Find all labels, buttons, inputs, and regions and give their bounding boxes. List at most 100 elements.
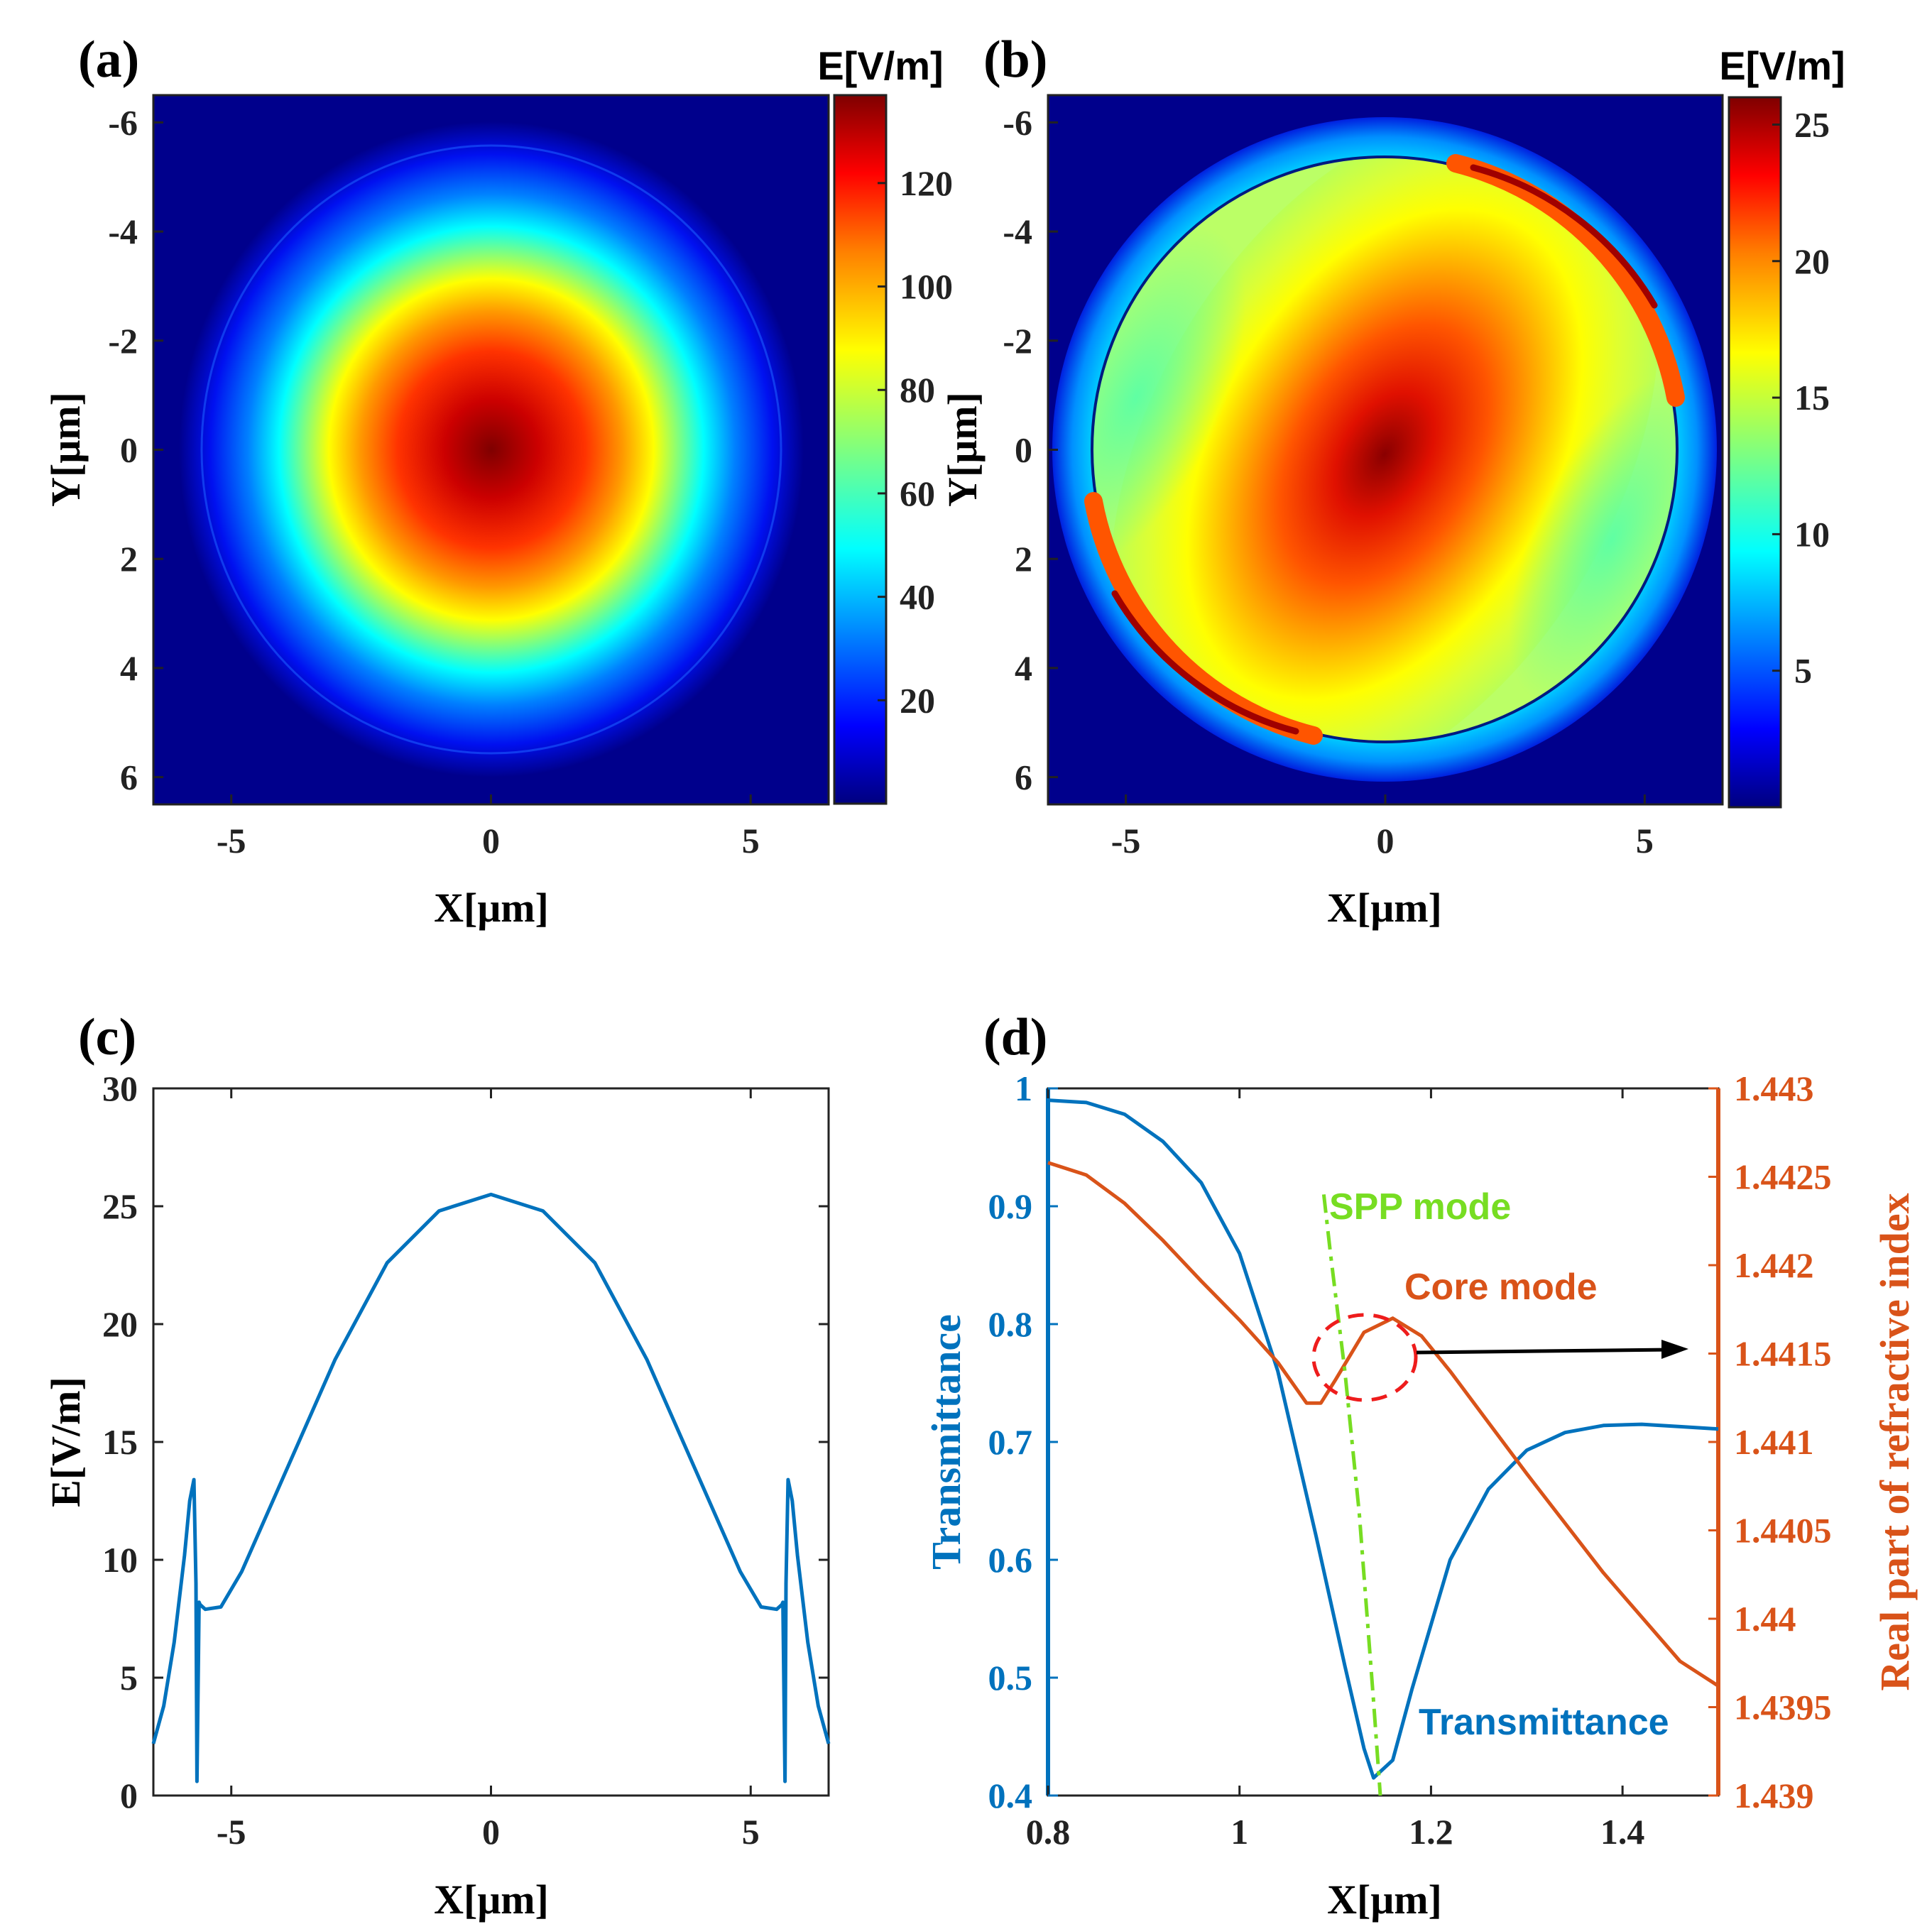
y2-tick-label: 1.441	[1734, 1422, 1814, 1462]
panel-b-colorbar	[1728, 96, 1782, 809]
x-tick-label: 1.2	[1409, 1812, 1453, 1852]
panel-d-spp-label: SPP mode	[1329, 1186, 1511, 1228]
y-tick-label: 0.4	[988, 1776, 1033, 1815]
y-tick-label: -4	[108, 212, 138, 251]
y2-tick-label: 1.4425	[1734, 1157, 1832, 1197]
y2-tick-label: 1.4415	[1734, 1334, 1832, 1374]
panel-a: (a) -5 0 5 -6 -4 -2 0 2 4 6 X[μm] Y[μm] E[V/m] 2…	[43, 31, 953, 931]
x-tick-label: 0	[482, 821, 500, 860]
colorbar-tick-label: 20	[1794, 241, 1830, 281]
panel-d-arrow-line	[1416, 1348, 1673, 1355]
panel-b-colorbar-label: E[V/m]	[1719, 43, 1845, 88]
panel-d-transmittance-line	[1047, 1098, 1719, 1780]
y-tick-label: 5	[120, 1658, 138, 1698]
x-tick-label: -5	[1111, 821, 1141, 860]
y-tick-label: 0	[1015, 430, 1032, 470]
y2-tick-label: 1.443	[1734, 1069, 1814, 1108]
y2-tick-label: 1.4405	[1734, 1511, 1832, 1551]
y-tick-label: 0.5	[988, 1658, 1033, 1698]
y-tick-label: 6	[120, 758, 138, 797]
x-tick-label: -5	[217, 821, 246, 860]
panel-b: (b) -5 0 5 -6 -4 -2 0 2 4 6 X[μm] Y[μm] E[V/m] 5…	[939, 31, 1845, 931]
panel-d-crossing-circle	[1311, 1313, 1418, 1402]
panel-b-xlabel: X[μm]	[1327, 885, 1442, 931]
y-tick-label: 0.7	[988, 1422, 1033, 1462]
panel-d-yticks-right: 1.439 1.4395 1.44 1.4405 1.441 1.4415 1.442 1.4…	[1708, 1069, 1832, 1815]
x-tick-label: 5	[742, 821, 760, 860]
panel-b-core-boundary	[1091, 155, 1679, 743]
panel-d: (d) 0.8 1 1.2 1.4 0.4 0.5 0.6 0.7 0.8 0.9 1 1.439…	[923, 1008, 1918, 1923]
panel-d-arrow-head	[1661, 1340, 1688, 1359]
colorbar-tick-label: 40	[900, 577, 935, 617]
panel-a-heatmap	[153, 95, 829, 804]
y-tick-label: 0	[120, 430, 138, 470]
panel-a-xticks: -5 0 5	[217, 794, 760, 860]
y-tick-label: 0.9	[988, 1186, 1033, 1226]
panel-b-cyan-lobe-left	[1092, 226, 1246, 569]
panel-c-yticks: 0 5 10 15 20 25 30	[102, 1069, 829, 1815]
y-tick-label: 0.6	[988, 1540, 1033, 1580]
panel-b-hotspot-top-right-core	[1470, 164, 1658, 309]
y-tick-label: 6	[1015, 758, 1032, 797]
panel-b-ylabel: Y[μm]	[939, 392, 986, 507]
colorbar-tick-label: 10	[1794, 514, 1830, 554]
y-tick-label: 4	[1015, 648, 1032, 688]
x-tick-label: 5	[742, 1812, 760, 1852]
panel-a-colorbar-ticks: 20 40 60 80 100 120	[878, 163, 953, 720]
panel-c-ylabel: E[V/m]	[43, 1377, 89, 1507]
panel-b-colorbar-ticks: 5 10 15 20 25	[1772, 104, 1830, 691]
panel-d-trans-label: Transmittance	[1419, 1702, 1669, 1743]
panel-d-spp-mode-line	[1321, 1194, 1382, 1796]
panel-b-yticks: -6 -4 -2 0 2 4 6	[1003, 102, 1058, 797]
x-tick-label: 1.4	[1600, 1812, 1645, 1852]
colorbar-tick-label: 15	[1794, 378, 1830, 417]
panel-d-ylabel-right: Real part of refractive index	[1872, 1193, 1918, 1690]
x-tick-label: 0.8	[1026, 1812, 1071, 1852]
y-tick-label: -2	[108, 321, 138, 361]
panel-d-label: (d)	[983, 1008, 1047, 1066]
colorbar-tick-label: 120	[900, 163, 953, 203]
colorbar-tick-label: 25	[1794, 104, 1830, 144]
y2-tick-label: 1.442	[1734, 1245, 1814, 1285]
y-tick-label: -6	[1003, 102, 1032, 142]
y-tick-label: 20	[102, 1304, 138, 1344]
panel-a-colorbar-label: E[V/m]	[817, 43, 943, 88]
y2-tick-label: 1.439	[1734, 1776, 1814, 1815]
y-tick-label: 2	[120, 539, 138, 579]
y-tick-label: 15	[102, 1422, 138, 1462]
panel-a-yticks: -6 -4 -2 0 2 4 6	[108, 102, 163, 797]
y2-tick-label: 1.4395	[1734, 1688, 1832, 1727]
panel-d-xticks: 0.8 1 1.2 1.4	[1026, 1088, 1645, 1852]
y-tick-label: 10	[102, 1540, 138, 1580]
y-tick-label: -2	[1003, 321, 1032, 361]
x-tick-label: 0	[1377, 821, 1395, 860]
y-tick-label: 30	[102, 1069, 138, 1108]
panel-b-xticks: -5 0 5	[1111, 794, 1654, 860]
panel-d-core-mode-line	[1047, 1161, 1720, 1688]
colorbar-tick-label: 5	[1794, 651, 1812, 691]
panel-a-ring	[200, 144, 782, 755]
y-tick-label: 1	[1015, 1069, 1032, 1108]
panel-a-field	[179, 121, 804, 777]
y2-tick-label: 1.44	[1734, 1599, 1796, 1639]
y-tick-label: 25	[102, 1186, 138, 1226]
panel-b-hotspot-bottom-left-core	[1111, 590, 1299, 735]
y-tick-label: 2	[1015, 539, 1032, 579]
colorbar-tick-label: 20	[900, 680, 935, 720]
panel-a-label: (a)	[78, 31, 139, 89]
y-tick-label: 4	[120, 648, 138, 688]
x-tick-label: 0	[482, 1812, 500, 1852]
panel-c-xlabel: X[μm]	[434, 1876, 549, 1923]
panel-c-label: (c)	[78, 1008, 136, 1066]
panel-a-ylabel: Y[μm]	[43, 392, 89, 507]
panel-b-label: (b)	[983, 31, 1047, 89]
y-tick-label: 0.8	[988, 1304, 1033, 1344]
panel-d-ylabel-left: Transmittance	[923, 1314, 969, 1570]
y-tick-label: -6	[108, 102, 138, 142]
panel-a-colorbar	[833, 94, 888, 805]
y-tick-label: -4	[1003, 212, 1032, 251]
colorbar-tick-label: 100	[900, 267, 953, 307]
panel-d-core-label: Core mode	[1404, 1267, 1598, 1308]
x-tick-label: -5	[217, 1812, 246, 1852]
